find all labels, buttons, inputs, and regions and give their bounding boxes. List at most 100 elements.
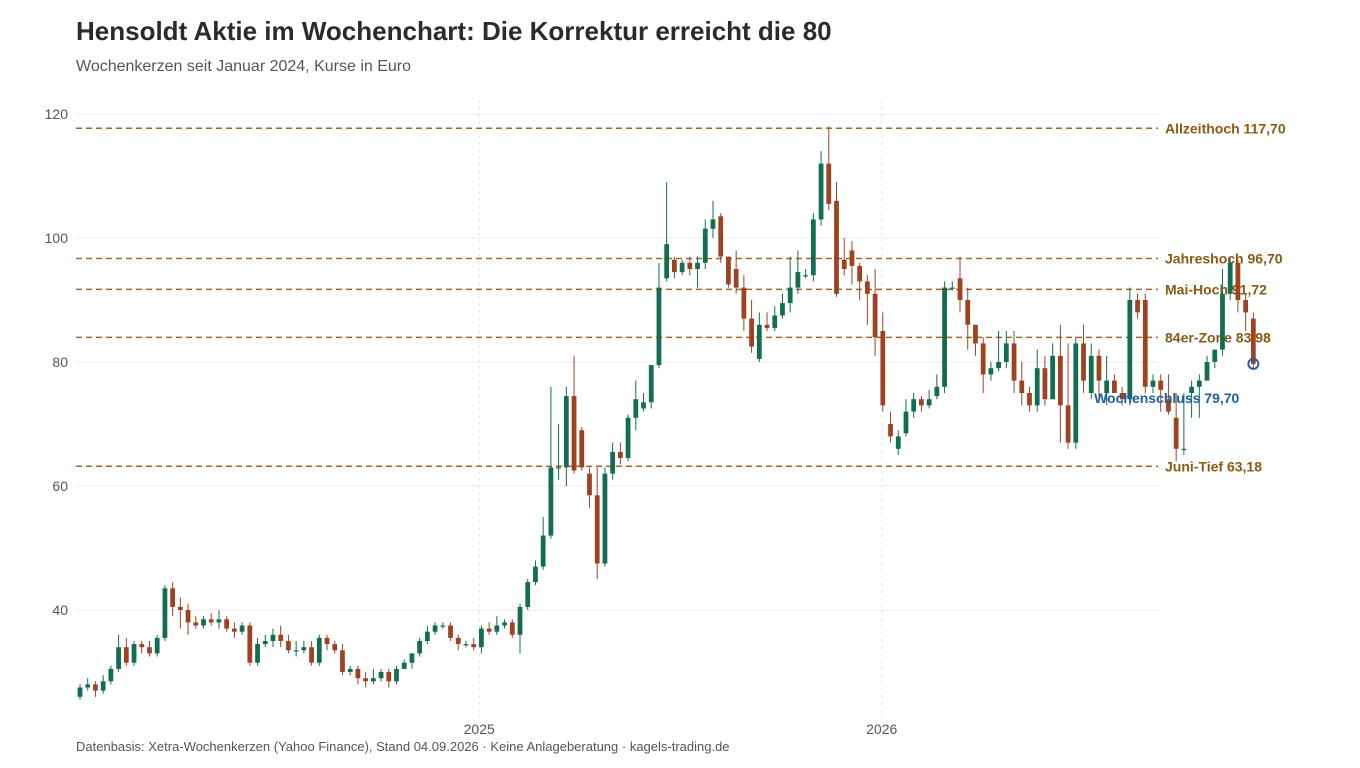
candle-body: [85, 684, 91, 688]
candle: [108, 665, 114, 685]
candle: [648, 365, 654, 409]
last-close-point: [1247, 357, 1260, 370]
candle: [579, 427, 585, 471]
candle: [926, 389, 932, 409]
candle-body: [1243, 300, 1249, 313]
candle-body: [502, 622, 507, 626]
candle: [486, 622, 492, 635]
x-tick-label: 2026: [866, 721, 897, 737]
candle: [324, 634, 330, 651]
candles: [77, 126, 1256, 700]
candle: [988, 362, 994, 381]
candle-body: [772, 315, 778, 328]
candle-body: [108, 668, 114, 682]
candle: [540, 517, 546, 570]
candle: [1235, 259, 1241, 313]
candle: [1081, 324, 1086, 393]
candle: [471, 637, 477, 651]
candle: [826, 126, 832, 211]
candle-body: [602, 473, 608, 564]
candle: [895, 430, 901, 455]
candle-body: [123, 647, 129, 663]
candle-body: [1088, 355, 1094, 393]
candle-body: [756, 324, 762, 359]
candle-body: [440, 625, 446, 627]
candle-body: [455, 637, 461, 645]
candle-body: [1042, 368, 1048, 400]
candle: [347, 665, 353, 676]
candle: [1173, 393, 1179, 462]
y-tick-label: 100: [45, 230, 69, 246]
candle: [116, 634, 121, 672]
candle: [602, 467, 608, 567]
candle: [1104, 355, 1110, 406]
candle: [162, 585, 168, 641]
candle: [185, 603, 191, 635]
candle: [1019, 362, 1025, 406]
candle: [1181, 393, 1187, 455]
candle-body: [1011, 343, 1017, 381]
candle-body: [432, 625, 438, 632]
candle-body: [324, 637, 330, 645]
candle: [1127, 287, 1133, 406]
candle: [502, 619, 507, 629]
candle: [864, 275, 870, 325]
candle: [1189, 380, 1194, 418]
candle-body: [193, 622, 199, 626]
candle-body: [417, 641, 423, 654]
x-axis-ticks: 2025 2026: [464, 721, 898, 737]
candle-body: [224, 619, 230, 629]
candle: [301, 641, 307, 654]
candle: [401, 659, 407, 669]
candle: [1073, 337, 1079, 449]
candle-body: [162, 588, 168, 638]
candle-body: [563, 396, 569, 468]
candle: [286, 634, 291, 654]
candle-body: [834, 200, 839, 294]
candle-body: [316, 637, 322, 663]
candle: [625, 414, 631, 462]
candle-body: [208, 619, 214, 623]
candle: [177, 597, 183, 629]
candle-body: [926, 399, 932, 406]
candle-body: [803, 275, 809, 277]
candle-body: [1034, 368, 1040, 406]
candle-body: [131, 644, 137, 663]
candle-body: [911, 399, 917, 412]
candle: [355, 665, 361, 685]
candle-body: [509, 622, 515, 635]
candle: [641, 393, 646, 412]
candle-body: [903, 411, 909, 434]
chart-title: Hensoldt Aktie im Wochenchart: Die Korre…: [76, 16, 832, 46]
y-tick-label: 60: [52, 478, 68, 494]
candle-body: [278, 634, 284, 641]
candle-body: [610, 451, 616, 474]
candle: [494, 616, 500, 635]
candle-body: [934, 386, 940, 397]
candle-body: [1135, 300, 1140, 313]
candle-body: [973, 324, 978, 344]
candle: [1142, 293, 1148, 393]
candle-body: [872, 293, 878, 338]
candle-body: [1050, 355, 1056, 400]
candle: [834, 182, 839, 297]
candle-body: [857, 265, 863, 282]
candle: [1042, 355, 1048, 406]
candle-body: [363, 678, 369, 682]
candle-body: [687, 262, 693, 269]
candle: [533, 560, 538, 586]
candle-body: [1104, 380, 1110, 393]
candle: [764, 312, 770, 331]
candle: [394, 665, 399, 685]
candle: [208, 613, 214, 626]
candle: [795, 250, 801, 294]
candle: [973, 324, 978, 356]
candle: [1243, 293, 1249, 331]
candle: [1135, 293, 1140, 319]
candle-body: [787, 287, 793, 304]
candle: [726, 256, 731, 288]
candle-body: [818, 163, 824, 220]
candle: [1050, 343, 1056, 400]
candle: [278, 625, 284, 648]
